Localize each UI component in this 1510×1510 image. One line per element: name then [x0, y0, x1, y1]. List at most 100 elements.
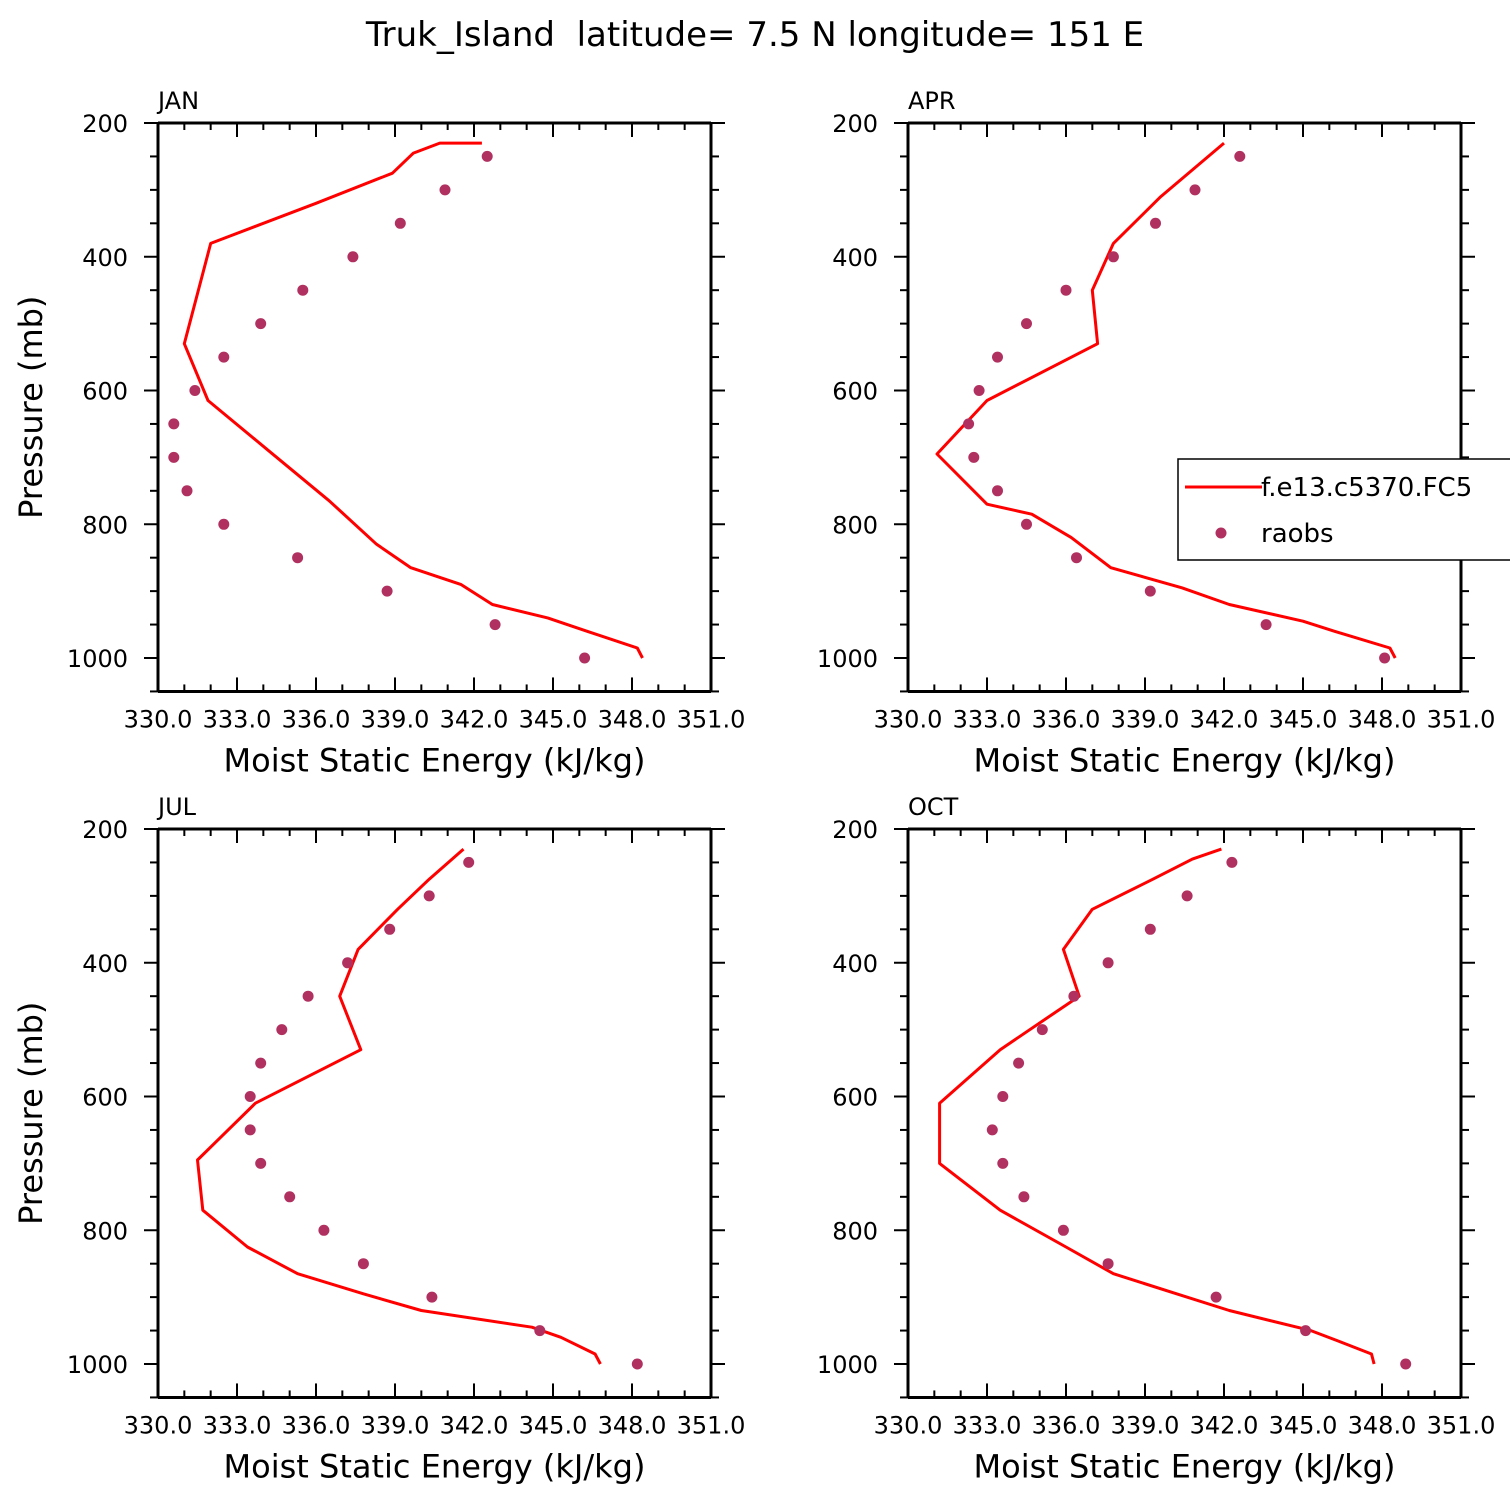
obs-point: [1018, 1191, 1030, 1203]
obs-point: [1379, 652, 1391, 664]
x-tick-label: 333.0: [203, 705, 272, 733]
x-tick-label: 345.0: [519, 705, 588, 733]
x-axis-label: Moist Static Energy (kJ/kg): [974, 1447, 1396, 1485]
obs-point: [1210, 1291, 1222, 1303]
x-tick-label: 333.0: [203, 1411, 272, 1439]
obs-point: [218, 518, 230, 530]
obs-point: [439, 184, 451, 196]
x-tick-label: 345.0: [519, 1411, 588, 1439]
obs-point: [302, 990, 314, 1002]
x-tick-label: 348.0: [598, 705, 667, 733]
x-tick-label: 333.0: [953, 1411, 1022, 1439]
obs-point: [357, 1258, 369, 1270]
y-tick-label: 600: [82, 378, 128, 406]
panel-jul: 200 400 600 800 1000 330.0 333.0 336.0 339.0 342.…: [12, 793, 745, 1485]
obs-point: [292, 552, 304, 564]
obs-point: [168, 418, 180, 430]
x-tick-label: 342.0: [1190, 705, 1259, 733]
obs-point: [1107, 251, 1119, 263]
panel-apr: 200 400 600 800 1000 330.0 333.0 336.0 339.0 342.…: [817, 87, 1495, 779]
y-tick-label: 200: [82, 816, 128, 844]
y-tick-label: 200: [82, 110, 128, 138]
x-tick-label: 339.0: [1111, 705, 1180, 733]
obs-point: [297, 284, 309, 296]
y-tick-label: 600: [832, 1084, 878, 1112]
legend-model-label: f.e13.c5370.FC5: [1261, 473, 1472, 503]
obs-point: [963, 418, 975, 430]
y-tick-label: 200: [832, 816, 878, 844]
obs-point: [181, 485, 193, 497]
obs-point: [255, 1057, 267, 1069]
obs-point: [1021, 518, 1032, 530]
x-tick-label: 351.0: [1427, 1411, 1496, 1439]
obs-point: [1013, 1057, 1025, 1069]
obs-point: [631, 1358, 643, 1370]
obs-point: [384, 923, 396, 935]
legend-obs-label: raobs: [1261, 519, 1334, 549]
x-tick-label: 342.0: [440, 705, 509, 733]
legend: f.e13.c5370.FC5 raobs: [1177, 458, 1510, 561]
obs-point: [394, 217, 406, 229]
panel-label: JAN: [156, 87, 199, 115]
obs-point: [218, 351, 230, 363]
y-axis-label: Pressure (mb): [12, 296, 50, 519]
figure-title: Truk_Island latitude= 7.5 N longitude= 1…: [365, 15, 1144, 55]
obs-point: [1036, 1024, 1048, 1036]
x-tick-label: 345.0: [1269, 1411, 1338, 1439]
x-tick-label: 336.0: [1032, 1411, 1101, 1439]
obs-point: [992, 485, 1003, 497]
y-tick-label: 600: [82, 1084, 128, 1112]
obs-point: [1144, 585, 1156, 597]
obs-point: [1060, 284, 1072, 296]
y-tick-label: 1000: [67, 645, 128, 673]
obs-point: [1260, 619, 1272, 631]
model-series-line: [935, 141, 1397, 659]
x-axis-label: Moist Static Energy (kJ/kg): [974, 741, 1396, 779]
y-axis-label: Pressure (mb): [12, 1002, 50, 1225]
obs-point: [489, 619, 501, 631]
obs-point: [1300, 1325, 1312, 1337]
obs-point: [381, 585, 393, 597]
obs-point: [255, 318, 267, 330]
model-series-line: [182, 141, 644, 659]
obs-point: [1400, 1358, 1412, 1370]
y-tick-label: 400: [82, 950, 128, 978]
x-tick-label: 336.0: [282, 1411, 351, 1439]
x-tick-label: 342.0: [1190, 1411, 1259, 1439]
y-tick-label: 800: [832, 511, 878, 539]
y-tick-label: 400: [832, 244, 878, 272]
legend-box: [1177, 458, 1510, 561]
y-tick-label: 400: [832, 950, 878, 978]
x-tick-label: 351.0: [677, 1411, 746, 1439]
y-tick-label: 1000: [817, 645, 878, 673]
x-tick-label: 330.0: [124, 705, 193, 733]
x-tick-label: 333.0: [953, 705, 1022, 733]
x-axis-label: Moist Static Energy (kJ/kg): [224, 1447, 646, 1485]
obs-point: [244, 1091, 256, 1102]
obs-point: [534, 1325, 546, 1337]
panel-oct: 200 400 600 800 1000 330.0 333.0 336.0 339.0 342.…: [817, 793, 1495, 1485]
obs-point: [463, 856, 475, 868]
obs-point: [986, 1124, 998, 1136]
y-tick-label: 1000: [67, 1351, 128, 1379]
obs-point: [1102, 957, 1114, 969]
obs-point: [973, 385, 985, 396]
obs-point: [1144, 923, 1156, 935]
y-tick-label: 800: [832, 1217, 878, 1245]
obs-point: [1189, 184, 1201, 196]
obs-point: [347, 251, 359, 263]
obs-point: [276, 1024, 288, 1036]
obs-point: [992, 351, 1003, 363]
obs-point: [968, 451, 980, 463]
x-tick-label: 339.0: [1111, 1411, 1180, 1439]
obs-point: [1181, 890, 1193, 902]
obs-point: [1057, 1224, 1069, 1236]
x-axis-label: Moist Static Energy (kJ/kg): [224, 741, 646, 779]
obs-point: [1071, 552, 1082, 564]
obs-point: [189, 385, 201, 396]
x-tick-label: 348.0: [598, 1411, 667, 1439]
obs-point: [1102, 1258, 1114, 1270]
obs-point: [342, 957, 354, 969]
x-tick-label: 351.0: [1427, 705, 1496, 733]
